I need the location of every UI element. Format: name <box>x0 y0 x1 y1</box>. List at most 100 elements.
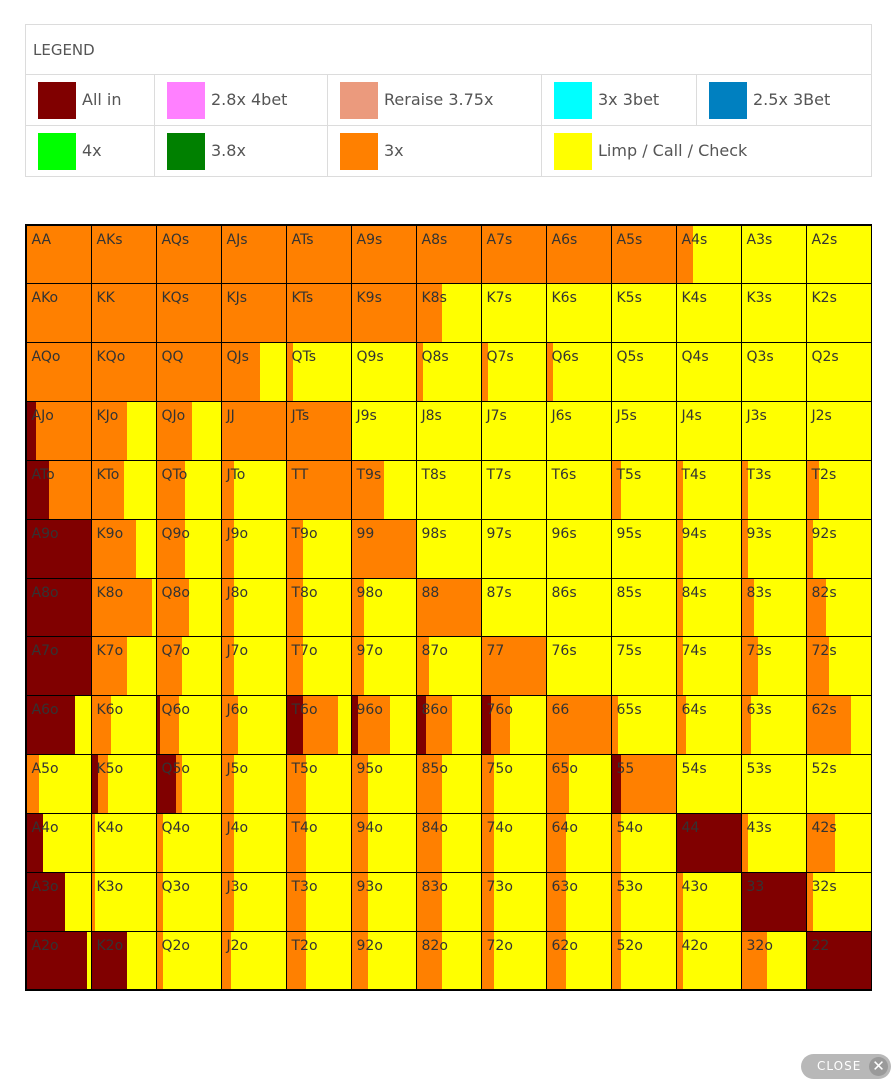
hand-cell: K4s <box>676 284 741 343</box>
hand-cell: AA <box>26 225 91 284</box>
hand-label: A5o <box>31 761 59 778</box>
action-segment <box>234 519 286 578</box>
action-segment <box>676 225 693 284</box>
action-segment <box>221 755 235 813</box>
action-segment <box>621 931 676 990</box>
action-segment <box>416 519 481 578</box>
hand-label: KTo <box>96 466 120 483</box>
hand-cell: K8s <box>416 284 481 343</box>
action-segment <box>442 931 481 990</box>
hand-label: AKo <box>31 290 59 307</box>
hand-cell: 72s <box>806 637 871 696</box>
action-segment <box>676 872 684 931</box>
legend-item-3x: 3x <box>328 126 542 177</box>
hand-label: 42s <box>811 819 837 836</box>
hand-label: T9s <box>356 466 382 483</box>
hand-cell: 74o <box>481 813 546 872</box>
action-segment <box>692 225 741 284</box>
hand-label: Q7s <box>486 349 514 366</box>
close-icon: ✕ <box>869 1057 888 1076</box>
hand-cell: 92s <box>806 519 871 578</box>
hand-label: QJs <box>226 349 249 366</box>
action-segment <box>156 519 186 578</box>
action-segment <box>416 755 443 813</box>
hand-cell: T9o <box>286 519 351 578</box>
hand-label: A8o <box>31 584 59 601</box>
action-segment <box>91 872 96 931</box>
hand-label: KQs <box>161 290 190 307</box>
hand-cell: 53s <box>741 755 806 813</box>
hand-label: 52o <box>616 937 643 954</box>
action-segment <box>286 519 303 578</box>
hand-label: J8s <box>421 408 442 425</box>
hand-label: 87s <box>486 584 512 601</box>
action-segment <box>676 402 741 460</box>
hand-label: 86o <box>421 702 448 719</box>
hand-cell: A6o <box>26 696 91 755</box>
action-segment <box>546 578 611 637</box>
action-segment <box>42 813 91 872</box>
action-segment <box>416 578 481 637</box>
action-segment <box>91 637 128 696</box>
action-segment <box>26 872 66 931</box>
action-segment <box>221 578 235 637</box>
hand-cell: KJs <box>221 284 286 343</box>
action-segment <box>351 402 416 460</box>
hand-label: 32o <box>746 937 773 954</box>
hand-cell: T7s <box>481 460 546 519</box>
hand-label: 84s <box>681 584 707 601</box>
action-segment <box>611 343 676 402</box>
hand-label: T3s <box>746 466 772 483</box>
action-segment <box>26 578 91 637</box>
hand-label: T4s <box>681 466 707 483</box>
action-segment <box>568 755 611 813</box>
hand-cell: 95s <box>611 519 676 578</box>
action-segment <box>286 637 303 696</box>
action-segment <box>741 284 806 343</box>
action-segment <box>351 813 368 872</box>
hand-label: JJ <box>226 408 235 425</box>
hand-label: Q7o <box>161 643 191 660</box>
hand-cell: 52s <box>806 755 871 813</box>
legend-item-3x-3bet: 3x 3bet <box>542 75 697 125</box>
hand-cell: 54s <box>676 755 741 813</box>
hand-label: J5s <box>616 408 637 425</box>
action-segment <box>812 519 871 578</box>
hand-cell: A3s <box>741 225 806 284</box>
legend-item-limp-call-check: Limp / Call / Check <box>542 126 872 177</box>
hand-cell: 98s <box>416 519 481 578</box>
hand-label: 32s <box>811 878 837 895</box>
action-segment <box>286 225 351 284</box>
action-segment <box>64 872 91 931</box>
action-segment <box>676 343 741 402</box>
action-segment <box>221 696 238 755</box>
hand-label: Q5o <box>161 761 191 778</box>
action-segment <box>741 696 752 755</box>
hand-label: K4o <box>96 819 124 836</box>
hand-cell: 94s <box>676 519 741 578</box>
hand-cell: KTs <box>286 284 351 343</box>
action-segment <box>351 343 416 402</box>
hand-label: AKs <box>96 231 123 248</box>
hand-cell: A4s <box>676 225 741 284</box>
hand-label: J2s <box>811 408 832 425</box>
action-segment <box>302 637 351 696</box>
hand-label: K8o <box>96 584 124 601</box>
hand-cell: A4o <box>26 813 91 872</box>
close-button[interactable]: CLOSE ✕ <box>801 1054 891 1079</box>
hand-label: K5o <box>96 761 124 778</box>
hand-cell: JTo <box>221 460 286 519</box>
hand-cell: 83s <box>741 578 806 637</box>
action-segment <box>442 755 481 813</box>
hand-label: 44 <box>681 819 700 836</box>
action-segment <box>621 872 676 931</box>
action-segment <box>156 872 164 931</box>
action-segment <box>621 813 676 872</box>
action-segment <box>806 872 814 931</box>
hand-label: T4o <box>291 819 318 836</box>
action-segment <box>26 460 50 519</box>
action-segment <box>611 755 622 813</box>
hand-cell: 64o <box>546 813 611 872</box>
hand-label: 86s <box>551 584 577 601</box>
action-segment <box>552 343 611 402</box>
